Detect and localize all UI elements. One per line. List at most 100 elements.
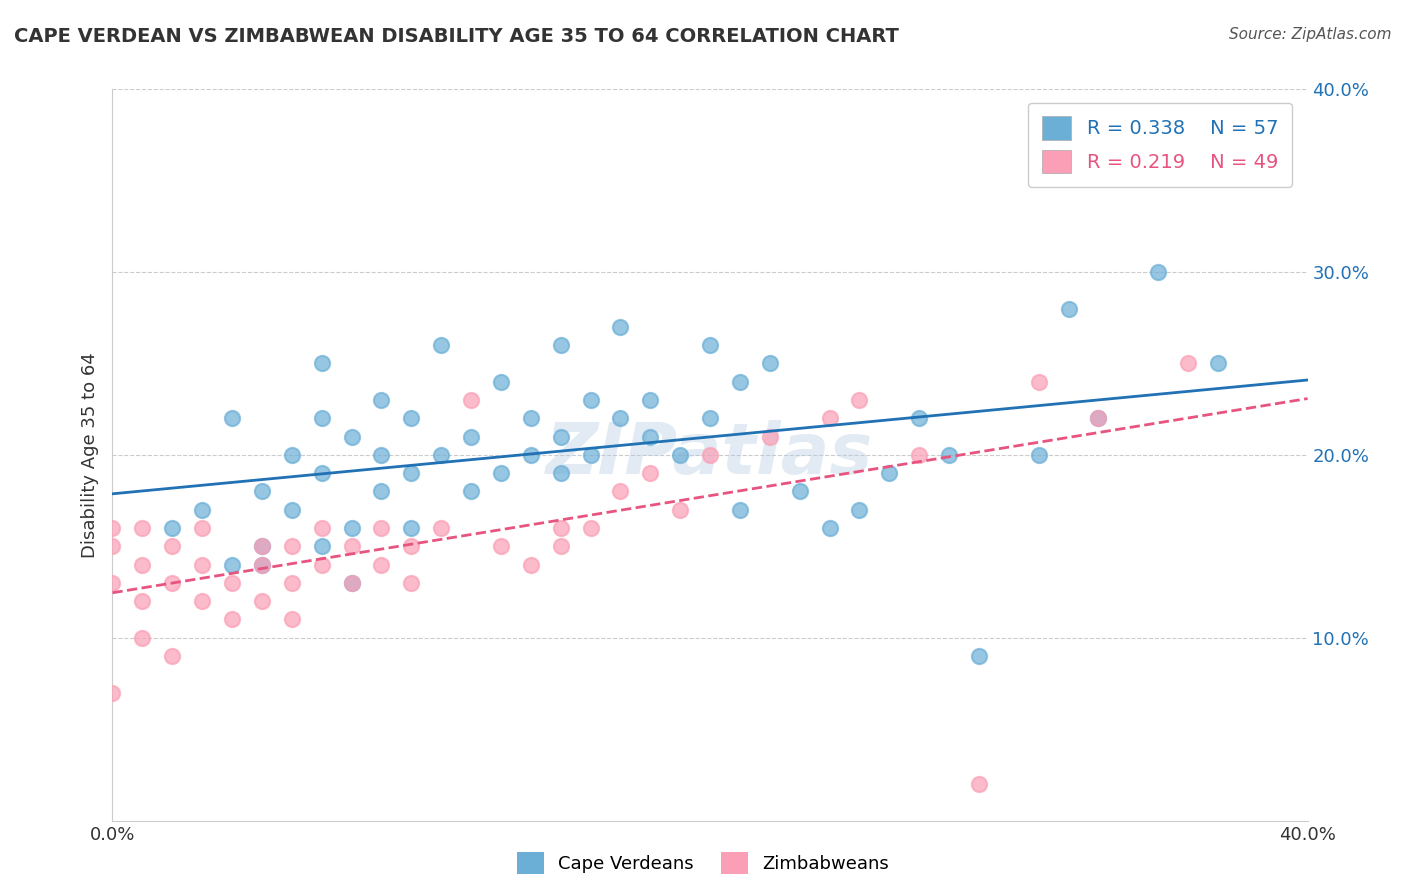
Point (370, 558, 392, 572)
Point (520, 448, 543, 462)
Point (640, 430, 662, 444)
Point (311, 558, 333, 572)
Point (550, 338, 572, 352)
Point (340, 576, 363, 591)
Point (430, 338, 453, 352)
Point (699, 411, 721, 425)
Point (250, 594, 273, 608)
Point (281, 503, 304, 517)
Point (489, 466, 512, 480)
Point (221, 576, 243, 591)
Point (759, 356, 782, 371)
Point (579, 448, 602, 462)
Text: ZIPatlas: ZIPatlas (547, 420, 873, 490)
Point (370, 484, 392, 499)
Point (818, 521, 841, 535)
Point (131, 558, 153, 572)
Point (1087, 411, 1109, 425)
Point (848, 503, 870, 517)
Point (669, 503, 692, 517)
Point (101, 539, 124, 553)
Point (1087, 411, 1109, 425)
Point (311, 521, 333, 535)
Point (250, 539, 273, 553)
Point (1206, 356, 1229, 371)
Point (281, 613, 304, 627)
Point (460, 484, 482, 499)
Point (1028, 375, 1050, 389)
Point (311, 411, 333, 425)
Point (579, 392, 602, 407)
Point (967, 777, 990, 791)
Point (460, 430, 482, 444)
Point (728, 375, 751, 389)
Point (311, 539, 333, 553)
Point (430, 448, 453, 462)
Point (879, 466, 901, 480)
Point (281, 539, 304, 553)
Point (669, 448, 692, 462)
Point (640, 466, 662, 480)
Legend: Cape Verdeans, Zimbabweans: Cape Verdeans, Zimbabweans (508, 843, 898, 883)
Point (908, 411, 931, 425)
Point (162, 649, 183, 664)
Point (101, 576, 124, 591)
Point (370, 392, 392, 407)
Point (281, 576, 304, 591)
Point (728, 503, 751, 517)
Y-axis label: Disability Age 35 to 64: Disability Age 35 to 64 (80, 352, 98, 558)
Point (908, 448, 931, 462)
Point (609, 319, 631, 334)
Point (340, 521, 363, 535)
Point (101, 686, 124, 700)
Point (550, 539, 572, 553)
Point (311, 466, 333, 480)
Point (250, 558, 273, 572)
Point (131, 594, 153, 608)
Point (550, 430, 572, 444)
Point (401, 411, 423, 425)
Point (550, 466, 572, 480)
Point (550, 521, 572, 535)
Point (370, 521, 392, 535)
Point (162, 539, 183, 553)
Point (340, 576, 363, 591)
Point (131, 631, 153, 645)
Point (401, 521, 423, 535)
Point (579, 521, 602, 535)
Point (131, 521, 153, 535)
Point (818, 411, 841, 425)
Point (250, 558, 273, 572)
Point (460, 392, 482, 407)
Point (191, 594, 214, 608)
Point (967, 649, 990, 664)
Point (430, 521, 453, 535)
Point (221, 613, 243, 627)
Point (281, 448, 304, 462)
Point (489, 539, 512, 553)
Point (311, 356, 333, 371)
Point (221, 411, 243, 425)
Text: Source: ZipAtlas.com: Source: ZipAtlas.com (1229, 27, 1392, 42)
Point (1028, 448, 1050, 462)
Point (401, 576, 423, 591)
Point (520, 558, 543, 572)
Point (162, 576, 183, 591)
Point (938, 448, 960, 462)
Point (340, 430, 363, 444)
Point (370, 448, 392, 462)
Point (401, 466, 423, 480)
Point (1147, 265, 1170, 279)
Point (848, 392, 870, 407)
Point (101, 521, 124, 535)
Legend: R = 0.338    N = 57, R = 0.219    N = 49: R = 0.338 N = 57, R = 0.219 N = 49 (1028, 103, 1292, 187)
Point (489, 375, 512, 389)
Point (191, 503, 214, 517)
Point (699, 338, 721, 352)
Point (520, 411, 543, 425)
Text: CAPE VERDEAN VS ZIMBABWEAN DISABILITY AGE 35 TO 64 CORRELATION CHART: CAPE VERDEAN VS ZIMBABWEAN DISABILITY AG… (14, 27, 898, 45)
Point (759, 430, 782, 444)
Point (609, 484, 631, 499)
Point (1177, 356, 1199, 371)
Point (250, 539, 273, 553)
